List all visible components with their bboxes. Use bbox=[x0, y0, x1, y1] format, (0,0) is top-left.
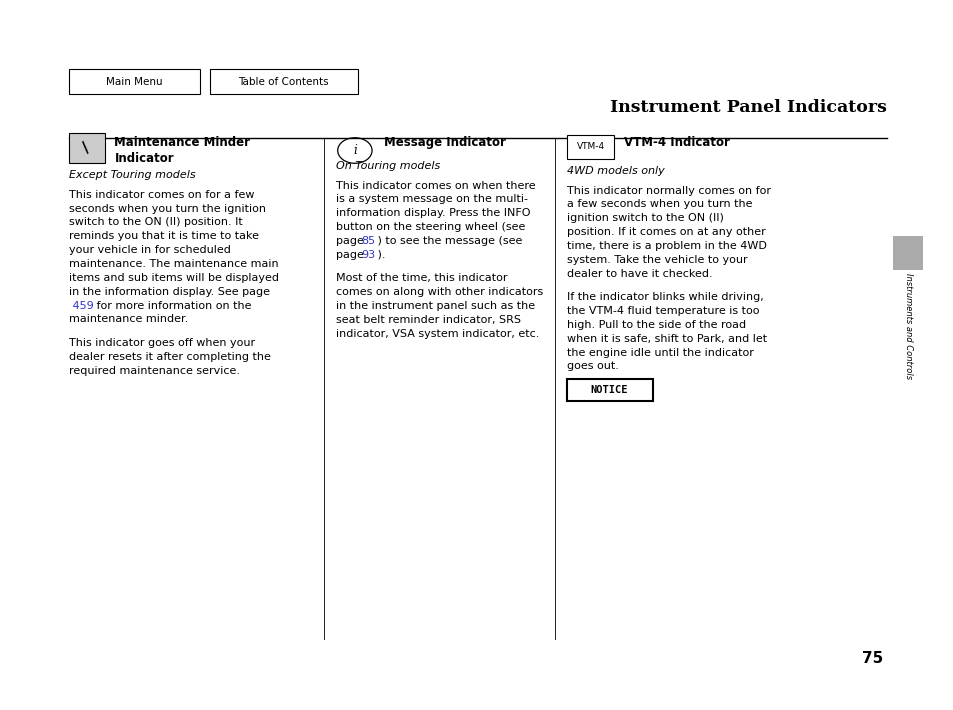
Text: dealer to have it checked.: dealer to have it checked. bbox=[566, 268, 712, 278]
Text: Maintenance Minder: Maintenance Minder bbox=[114, 136, 251, 148]
Text: maintenance. The maintenance main: maintenance. The maintenance main bbox=[69, 259, 278, 269]
Text: time, there is a problem in the 4WD: time, there is a problem in the 4WD bbox=[566, 241, 766, 251]
Text: On Touring models: On Touring models bbox=[335, 161, 439, 171]
Text: page: page bbox=[335, 250, 367, 260]
Text: in the information display. See page: in the information display. See page bbox=[69, 287, 270, 297]
Text: items and sub items will be displayed: items and sub items will be displayed bbox=[69, 273, 278, 283]
Text: high. Pull to the side of the road: high. Pull to the side of the road bbox=[566, 320, 745, 330]
Text: This indicator goes off when your: This indicator goes off when your bbox=[69, 338, 254, 348]
Text: seconds when you turn the ignition: seconds when you turn the ignition bbox=[69, 204, 265, 214]
Text: Message Indicator: Message Indicator bbox=[383, 136, 505, 149]
Text: 93: 93 bbox=[361, 250, 375, 260]
Text: system. Take the vehicle to your: system. Take the vehicle to your bbox=[566, 255, 746, 265]
Text: when it is safe, shift to Park, and let: when it is safe, shift to Park, and let bbox=[566, 334, 766, 344]
Text: Most of the time, this indicator: Most of the time, this indicator bbox=[335, 273, 507, 283]
Text: the engine idle until the indicator: the engine idle until the indicator bbox=[566, 347, 753, 358]
Bar bbox=[210, 69, 357, 94]
Text: Table of Contents: Table of Contents bbox=[238, 77, 329, 87]
Text: goes out.: goes out. bbox=[566, 361, 618, 371]
Text: in the instrument panel such as the: in the instrument panel such as the bbox=[335, 301, 535, 311]
Text: ignition switch to the ON (II): ignition switch to the ON (II) bbox=[566, 213, 722, 223]
Text: If the indicator blinks while driving,: If the indicator blinks while driving, bbox=[566, 292, 762, 302]
Text: Except Touring models: Except Touring models bbox=[69, 170, 195, 180]
Text: comes on along with other indicators: comes on along with other indicators bbox=[335, 287, 542, 297]
Text: dealer resets it after completing the: dealer resets it after completing the bbox=[69, 351, 271, 362]
Bar bbox=[892, 236, 923, 270]
Text: maintenance minder.: maintenance minder. bbox=[69, 315, 188, 324]
Text: button on the steering wheel (see: button on the steering wheel (see bbox=[335, 222, 525, 232]
Text: 75: 75 bbox=[862, 650, 882, 666]
Text: Indicator: Indicator bbox=[114, 151, 173, 165]
Text: ).: ). bbox=[374, 250, 385, 260]
Text: Main Menu: Main Menu bbox=[106, 77, 163, 87]
Text: VTM-4: VTM-4 bbox=[576, 143, 604, 151]
Text: for more information on the: for more information on the bbox=[92, 300, 251, 310]
Text: information display. Press the INFO: information display. Press the INFO bbox=[335, 208, 530, 218]
Text: ) to see the message (see: ) to see the message (see bbox=[374, 236, 522, 246]
Bar bbox=[69, 69, 200, 94]
Text: Instruments and Controls: Instruments and Controls bbox=[902, 273, 912, 379]
Text: the VTM-4 fluid temperature is too: the VTM-4 fluid temperature is too bbox=[566, 306, 759, 316]
Text: i: i bbox=[353, 144, 356, 157]
Text: This indicator comes on for a few: This indicator comes on for a few bbox=[69, 190, 253, 200]
Text: switch to the ON (II) position. It: switch to the ON (II) position. It bbox=[69, 217, 242, 227]
Text: page: page bbox=[335, 236, 367, 246]
Text: required maintenance service.: required maintenance service. bbox=[69, 366, 239, 376]
Text: NOTICE: NOTICE bbox=[590, 385, 628, 395]
Text: 85: 85 bbox=[361, 236, 375, 246]
Text: seat belt reminder indicator, SRS: seat belt reminder indicator, SRS bbox=[335, 315, 520, 325]
Text: is a system message on the multi-: is a system message on the multi- bbox=[335, 195, 527, 204]
Text: your vehicle in for scheduled: your vehicle in for scheduled bbox=[69, 245, 231, 255]
Text: Instrument Panel Indicators: Instrument Panel Indicators bbox=[610, 99, 886, 116]
Text: 459: 459 bbox=[69, 300, 93, 310]
Text: reminds you that it is time to take: reminds you that it is time to take bbox=[69, 231, 258, 241]
Bar bbox=[69, 133, 105, 163]
Text: position. If it comes on at any other: position. If it comes on at any other bbox=[566, 227, 764, 237]
Text: /: / bbox=[80, 141, 93, 156]
Text: indicator, VSA system indicator, etc.: indicator, VSA system indicator, etc. bbox=[335, 329, 538, 339]
Text: This indicator normally comes on for: This indicator normally comes on for bbox=[566, 185, 770, 195]
Text: VTM-4 Indicator: VTM-4 Indicator bbox=[623, 136, 729, 149]
Bar bbox=[566, 379, 652, 400]
Text: 4WD models only: 4WD models only bbox=[566, 166, 663, 176]
Text: a few seconds when you turn the: a few seconds when you turn the bbox=[566, 200, 751, 209]
Bar bbox=[566, 135, 614, 159]
Text: This indicator comes on when there: This indicator comes on when there bbox=[335, 180, 535, 190]
